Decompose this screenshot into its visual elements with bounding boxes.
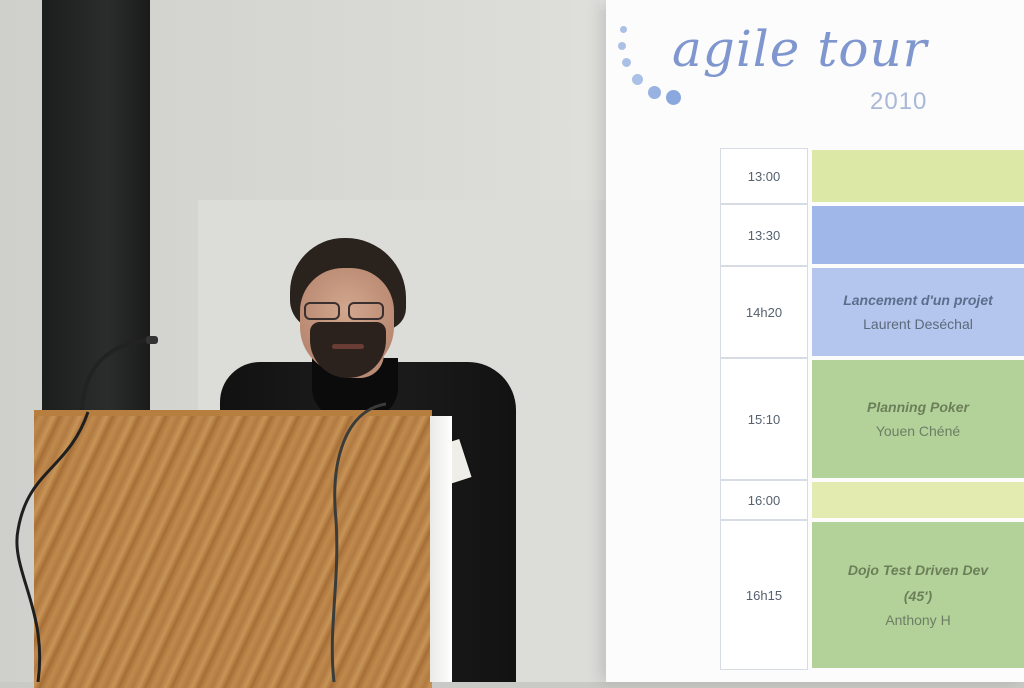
session-title: Dojo Test Driven Dev — [847, 562, 989, 578]
schedule-time: 14h20 — [720, 266, 808, 358]
session-title-duration: (45') — [903, 588, 933, 604]
session-speaker: Youen Chéné — [875, 423, 961, 439]
schedule-time: 13:30 — [720, 204, 808, 266]
schedule-slot — [812, 482, 1024, 518]
podium-side-panel — [430, 416, 452, 682]
schedule-time: 15:10 — [720, 358, 808, 480]
wooden-podium — [34, 410, 432, 688]
schedule-slot — [812, 206, 1024, 264]
glasses-icon — [304, 302, 392, 322]
session-title: Planning Poker — [867, 399, 969, 415]
schedule-row: 14h20 Lancement d'un projet Laurent Desé… — [720, 266, 1024, 358]
dotted-arc-logo-icon — [618, 24, 688, 108]
schedule-row: 16:00 — [720, 480, 1024, 520]
slide-brand-year: 2010 — [870, 88, 928, 115]
side-cable — [15, 411, 90, 682]
schedule-time: 13:00 — [720, 148, 808, 204]
schedule-row: 16h15 Dojo Test Driven Dev (45') Anthony… — [720, 520, 1024, 670]
schedule-slot: Planning Poker Youen Chéné — [812, 360, 1024, 478]
session-title: Lancement d'un projet — [843, 292, 993, 308]
microphone-icon — [80, 336, 158, 414]
slide-brand-title: agile tour — [672, 20, 928, 78]
schedule-time: 16h15 — [720, 520, 808, 670]
presenter-mouth — [332, 344, 364, 349]
session-speaker: Anthony H — [885, 612, 951, 628]
schedule-slot: Lancement d'un projet Laurent Deséchal — [812, 268, 1024, 356]
schedule-slot — [812, 150, 1024, 202]
schedule-row: 15:10 Planning Poker Youen Chéné — [720, 358, 1024, 480]
schedule-time: 16:00 — [720, 480, 808, 520]
schedule-row: 13:00 — [720, 148, 1024, 204]
dark-pillar — [42, 0, 150, 430]
schedule-row: 13:30 — [720, 204, 1024, 266]
schedule-slot: Dojo Test Driven Dev (45') Anthony H — [812, 522, 1024, 668]
microphone-cable — [330, 402, 387, 682]
session-speaker: Laurent Deséchal — [863, 316, 973, 332]
